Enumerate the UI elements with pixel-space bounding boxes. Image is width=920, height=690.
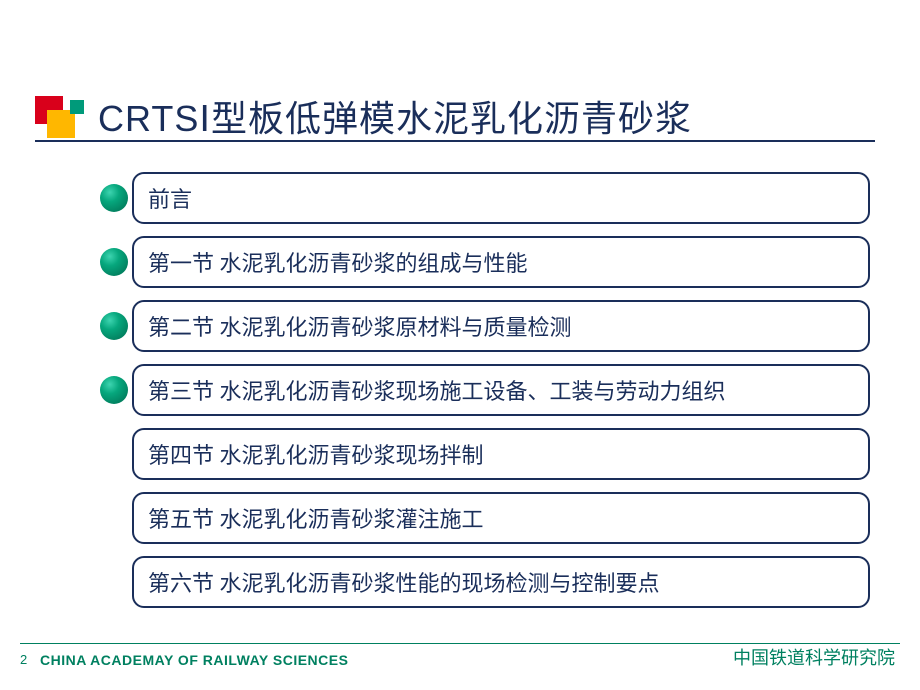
toc-item: 第五节 水泥乳化沥青砂浆灌注施工	[100, 492, 870, 544]
footer-right-text: 中国铁道科学研究院	[733, 644, 895, 670]
title-underline	[35, 140, 875, 142]
toc-item-label: 第二节 水泥乳化沥青砂浆原材料与质量检测	[132, 300, 870, 352]
title-decoration	[35, 96, 90, 136]
bullet-icon	[100, 248, 128, 276]
square-green	[70, 100, 84, 114]
page-number: 2	[20, 652, 27, 667]
toc-item-label: 第六节 水泥乳化沥青砂浆性能的现场检测与控制要点	[132, 556, 870, 608]
toc-item: 第一节 水泥乳化沥青砂浆的组成与性能	[100, 236, 870, 288]
square-yellow	[47, 110, 75, 138]
slide-title: CRTSⅠ型板低弹模水泥乳化沥青砂浆	[98, 90, 692, 142]
bullet-icon	[100, 184, 128, 212]
toc-item: 前言	[100, 172, 870, 224]
toc-item-label: 前言	[132, 172, 870, 224]
toc-item: 第三节 水泥乳化沥青砂浆现场施工设备、工装与劳动力组织	[100, 364, 870, 416]
toc-item: 第二节 水泥乳化沥青砂浆原材料与质量检测	[100, 300, 870, 352]
toc-item-label: 第四节 水泥乳化沥青砂浆现场拌制	[132, 428, 870, 480]
toc-item-label: 第三节 水泥乳化沥青砂浆现场施工设备、工装与劳动力组织	[132, 364, 870, 416]
bullet-icon	[100, 312, 128, 340]
footer-left-text: CHINA ACADEMAY OF RAILWAY SCIENCES	[40, 652, 348, 668]
toc-item-label: 第五节 水泥乳化沥青砂浆灌注施工	[132, 492, 870, 544]
table-of-contents: 前言 第一节 水泥乳化沥青砂浆的组成与性能 第二节 水泥乳化沥青砂浆原材料与质量…	[100, 172, 870, 620]
toc-item: 第六节 水泥乳化沥青砂浆性能的现场检测与控制要点	[100, 556, 870, 608]
toc-item-label: 第一节 水泥乳化沥青砂浆的组成与性能	[132, 236, 870, 288]
bullet-icon	[100, 376, 128, 404]
toc-item: 第四节 水泥乳化沥青砂浆现场拌制	[100, 428, 870, 480]
title-block: CRTSⅠ型板低弹模水泥乳化沥青砂浆	[35, 90, 692, 142]
